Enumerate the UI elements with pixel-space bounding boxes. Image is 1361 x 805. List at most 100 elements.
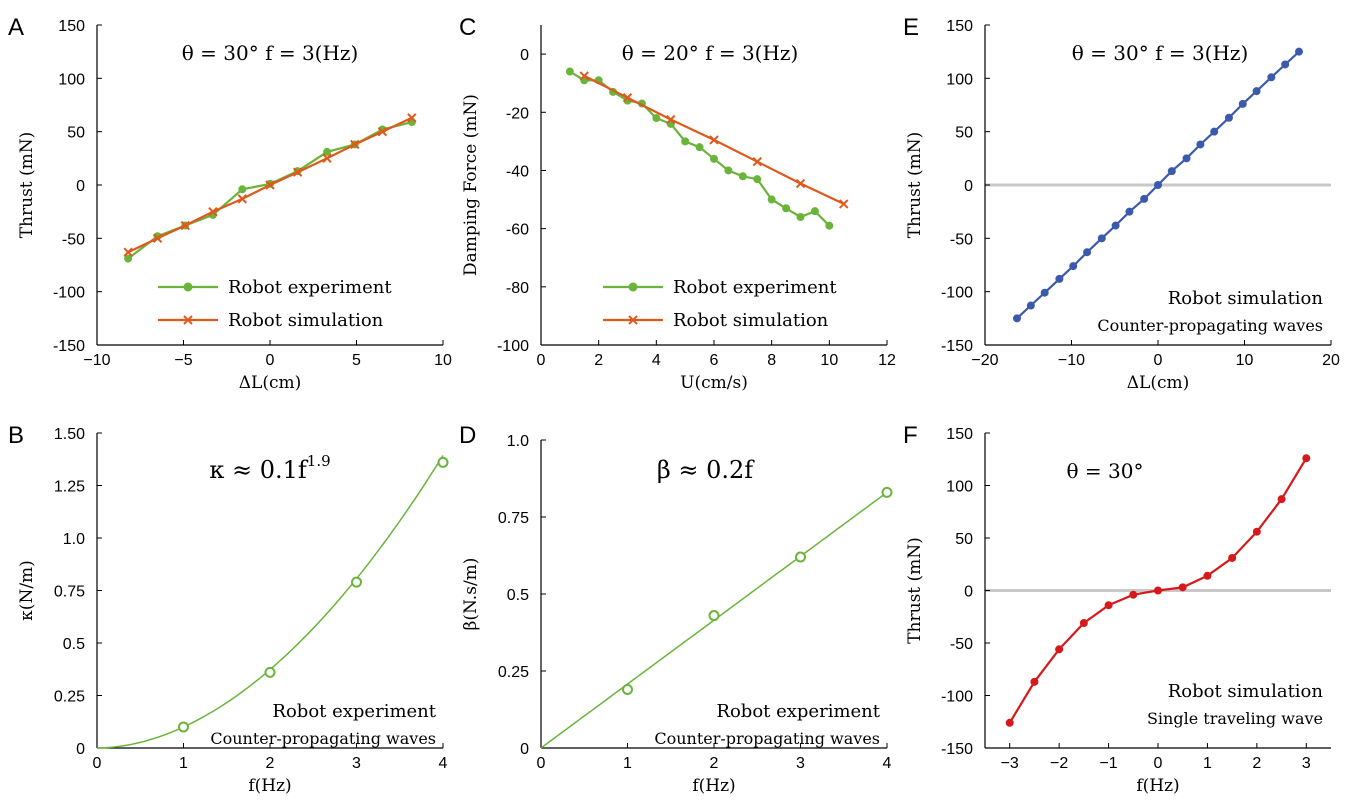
- panel-letter: E: [903, 14, 919, 41]
- data-point: [437, 456, 449, 468]
- data-point: [1277, 495, 1286, 504]
- y-tick-label: -60: [506, 222, 529, 239]
- data-point: [1026, 301, 1035, 310]
- data-point: [1154, 181, 1162, 189]
- x-tick-label: 2: [266, 755, 275, 772]
- x-tick-label: 2: [1252, 755, 1261, 772]
- data-point: [1069, 262, 1078, 271]
- data-point: [237, 194, 248, 204]
- x-tick-label: 4: [439, 755, 448, 772]
- chart-panel-e: E −20 −10 0 10 20 -150 -100 -50 0 50 100 150 ΔL(cm) Th…: [903, 14, 1340, 393]
- chart-annotation: θ = 30°: [1067, 459, 1144, 483]
- chart-annotation: θ = 30° f = 3(Hz): [182, 41, 359, 65]
- y-tick-label: -100: [941, 285, 973, 302]
- x-tick-label: 0: [537, 755, 546, 772]
- y-tick-label: 0: [76, 178, 85, 195]
- x-axis-title: U(cm/s): [680, 373, 748, 393]
- legend-label: Robot experiment: [673, 277, 837, 298]
- y-tick-label: 50: [955, 531, 973, 548]
- y-tick-label: 0.25: [54, 689, 85, 706]
- y-tick-label: 0.5: [63, 636, 85, 653]
- panel-letter: F: [903, 422, 918, 449]
- x-tick-label: −10: [1058, 352, 1085, 369]
- x-axis-title: ΔL(cm): [1127, 373, 1189, 393]
- y-tick-label: -100: [53, 285, 85, 302]
- data-point: [1302, 454, 1311, 463]
- series-data: [1013, 47, 1303, 323]
- y-tick-label: 1.0: [507, 433, 529, 450]
- series-data: [178, 456, 449, 733]
- data-point: [1252, 527, 1261, 536]
- x-tick-label: 20: [1322, 352, 1340, 369]
- x-axis-title: f(Hz): [1136, 776, 1179, 796]
- y-tick-label: 50: [955, 125, 973, 142]
- data-point: [1129, 590, 1138, 599]
- x-tick-label: 3: [796, 755, 805, 772]
- data-point: [666, 114, 676, 125]
- chart-note: Robot experiment: [716, 701, 880, 722]
- data-point: [767, 195, 776, 204]
- data-point: [695, 143, 704, 152]
- chart-note: Robot experiment: [272, 701, 436, 722]
- data-point: [1125, 207, 1134, 216]
- x-tick-label: 0: [1154, 755, 1163, 772]
- data-point: [351, 576, 362, 588]
- x-tick-label: 2: [594, 352, 603, 369]
- data-point: [1013, 314, 1022, 323]
- y-tick-label: 1.25: [54, 479, 85, 496]
- y-axis-title: Thrust (mN): [905, 537, 925, 644]
- x-tick-label: 3: [352, 755, 361, 772]
- y-axis-title: Damping Force (mN): [461, 94, 481, 276]
- data-point: [1154, 586, 1162, 595]
- y-tick-label: -80: [506, 280, 529, 297]
- x-tick-label: 0: [266, 352, 275, 369]
- y-tick-label: 150: [946, 18, 973, 35]
- chart-panel-f: F −3 −2 −1 0 1 2 3 -150 -100 -50 0 50 100 150 f(Hz) Thru…: [903, 422, 1331, 796]
- x-tick-label: 4: [883, 755, 892, 772]
- data-point: [724, 166, 733, 175]
- data-point: [796, 213, 805, 221]
- x-tick-label: 10: [434, 352, 452, 369]
- chart-note: Robot simulation: [1168, 681, 1324, 702]
- x-axis-title: ΔL(cm): [239, 373, 301, 393]
- chart-panel-d: D 0 1 2 3 4 0 0.25 0.5 0.75 1.0 f(Hz) β(N.s/m) β ≈ 0.…: [459, 422, 893, 796]
- x-tick-label: 1: [623, 755, 632, 772]
- series-data: [1005, 454, 1311, 727]
- data-point: [178, 721, 189, 733]
- panel-letter: A: [8, 14, 24, 41]
- data-point: [350, 139, 360, 150]
- data-point: [1055, 274, 1064, 283]
- y-tick-label: -100: [941, 689, 973, 706]
- data-point: [652, 114, 661, 123]
- data-point: [1111, 221, 1120, 230]
- x-tick-label: −5: [174, 352, 192, 369]
- data-point: [710, 154, 718, 163]
- chart-legend: Robot experiment Robot simulation: [603, 277, 837, 331]
- y-tick-label: 100: [58, 71, 85, 88]
- chart-annotation: θ = 20° f = 3(Hz): [622, 41, 799, 65]
- y-tick-label: 0.75: [498, 510, 529, 527]
- chart-panel-a: A −10 −5 0 5 10 -150 -100 -50 0 50 100 150 ΔL(cm) Thru…: [8, 14, 452, 393]
- data-point: [377, 126, 388, 137]
- x-tick-label: −2: [1050, 755, 1068, 772]
- data-point: [1097, 234, 1106, 243]
- y-tick-label: 50: [67, 125, 85, 142]
- data-point: [292, 167, 303, 177]
- data-point: [753, 175, 762, 184]
- data-point: [622, 683, 633, 695]
- data-point: [1228, 553, 1237, 562]
- x-tick-label: −20: [971, 352, 998, 369]
- data-point: [825, 221, 834, 230]
- data-point: [1178, 583, 1187, 592]
- y-tick-label: 0: [520, 47, 529, 64]
- data-point: [795, 178, 806, 189]
- data-point: [795, 551, 806, 563]
- data-point: [1210, 127, 1219, 136]
- chart-annotation: β ≈ 0.2f: [657, 456, 755, 484]
- panel-letter: C: [459, 14, 476, 41]
- y-tick-label: 0.75: [54, 584, 85, 601]
- data-point: [123, 247, 133, 257]
- panel-letter: D: [459, 422, 476, 449]
- y-tick-label: -50: [950, 231, 973, 248]
- panel-letter: B: [8, 422, 24, 449]
